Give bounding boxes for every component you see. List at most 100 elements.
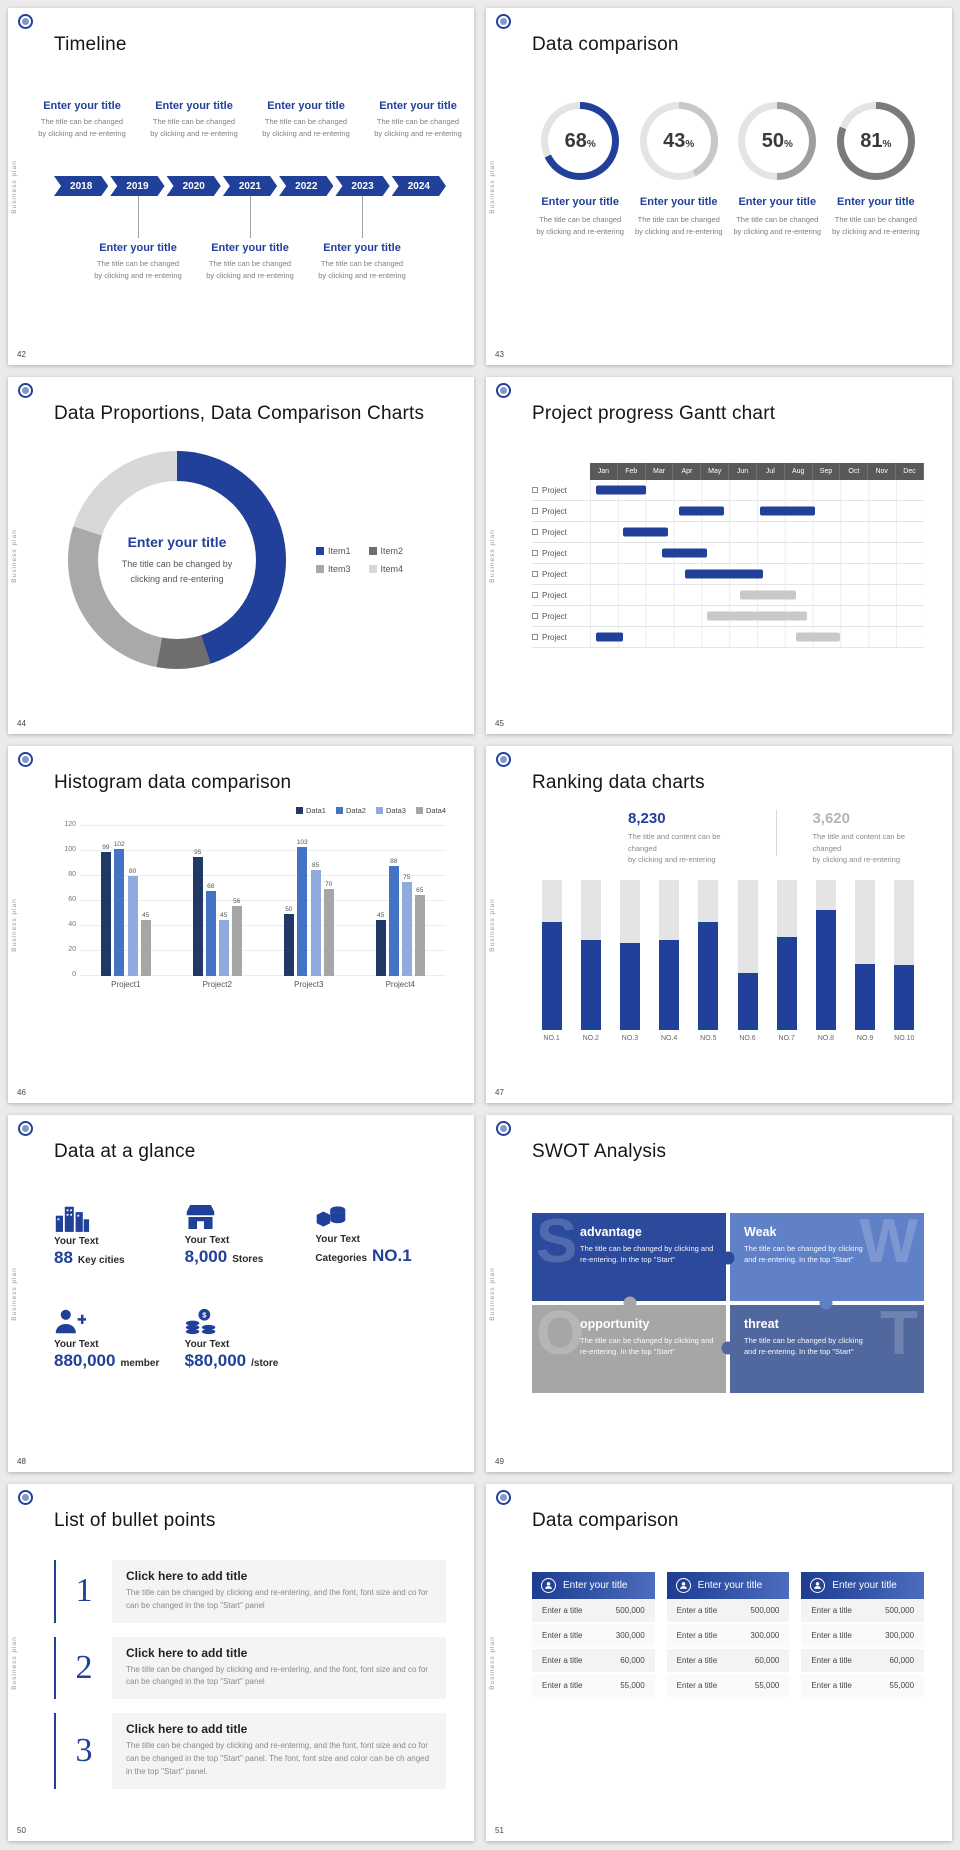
category-box-icon — [315, 1203, 446, 1230]
swot-heading: threat — [744, 1317, 779, 1331]
ranking-bar-column: NO.5 — [689, 879, 728, 1042]
slide-51-data-comparison-tables[interactable]: Business plan 51 Data comparison Enter y… — [486, 1484, 952, 1841]
legend-item: Data1 — [295, 806, 326, 815]
svg-text:$: $ — [202, 1310, 207, 1319]
ring-caption-title: Enter your title — [738, 196, 817, 208]
gantt-row: Project — [532, 627, 924, 648]
stat-suffix: Stores — [232, 1254, 264, 1265]
ranking-bar-track — [776, 879, 797, 1030]
y-tick-label: 0 — [72, 971, 76, 978]
bar — [283, 913, 294, 976]
ring-caption-desc-line: The title can be changed — [834, 215, 917, 224]
y-gridline: 0 — [72, 971, 446, 978]
project-icon — [532, 487, 538, 493]
bar-column: 45 — [218, 911, 229, 976]
slide-50-bullet-points[interactable]: Business plan 50 List of bullet points 1… — [8, 1484, 474, 1841]
gantt-row: Project — [532, 480, 924, 501]
percent-ring: 81% — [836, 102, 915, 180]
gantt-row-cells — [590, 501, 924, 521]
stat-item: $ Your Text $80,000/store — [185, 1308, 316, 1371]
ranking-category-label: NO.2 — [582, 1034, 599, 1042]
comparison-tables-row: Enter your title Enter a title 500,000 Ente… — [532, 1572, 925, 1699]
timeline-entry: Enter your title The title can be changed… — [201, 242, 299, 281]
table-row-label: Enter a title — [676, 1681, 718, 1690]
timeline-entry-title: Enter your title — [155, 100, 233, 112]
legend-item: Item3 — [316, 564, 351, 574]
bullet-desc: The title can be changed by clicking and… — [126, 1664, 428, 1687]
table-row: Enter a title 60,000 — [666, 1649, 790, 1674]
table-row-label: Enter a title — [811, 1631, 852, 1640]
stat-label: Your Text — [54, 1339, 99, 1350]
slide-number: 42 — [17, 350, 26, 359]
bar-value-label: 56 — [233, 898, 241, 905]
bar — [140, 919, 151, 976]
ranking-category-label: NO.8 — [817, 1034, 835, 1042]
percent-ring-item: 68% Enter your title The title can be chan… — [536, 102, 624, 238]
ranking-stat-desc-line: by clicking and re-entering — [812, 855, 900, 865]
ring-caption-title: Enter your title — [541, 196, 619, 208]
percent-ring-hole: 81% — [843, 109, 908, 173]
project-icon — [532, 592, 538, 598]
timeline-entry: Enter your title The title can be changed… — [145, 100, 243, 139]
ring-caption-title: Enter your title — [837, 196, 915, 208]
bullet-text: Click here to add title The title can be … — [112, 1560, 446, 1623]
bullet-title: Click here to add title — [126, 1569, 248, 1583]
ring-caption-desc-line: by clicking and re-entering — [536, 227, 624, 236]
bar-value-label: 50 — [285, 905, 293, 913]
bar-column: 70 — [323, 881, 334, 976]
bullet-desc: The title can be changed by clicking and… — [126, 1741, 430, 1776]
slide-44-proportions[interactable]: Business plan 44 Data Proportions, Data … — [8, 377, 474, 734]
bar-group: 95 68 45 56 Project2 — [172, 826, 264, 989]
swot-watermark-letter: T — [880, 1305, 918, 1368]
timeline-entry-title: Enter your title — [323, 242, 401, 254]
percent-ring-hole: 68% — [548, 109, 613, 173]
slide-48-data-at-a-glance[interactable]: Business plan 48 Data at a glance Your T… — [8, 1115, 474, 1472]
table-row: Enter a title 500,000 — [532, 1599, 655, 1624]
stat-value: 880,000 — [54, 1351, 116, 1370]
slide-42-timeline[interactable]: Business plan 42 Timeline 2018 2019 2020 20… — [8, 8, 474, 365]
bar-value-label: 80 — [129, 868, 137, 875]
ranking-bar-column: NO.9 — [846, 879, 885, 1042]
bullet-list: 1 Click here to add title The title can be… — [54, 1560, 446, 1789]
slide-43-data-comparison[interactable]: Business plan 43 Data comparison 68% Ente… — [486, 8, 952, 365]
ranking-bar-fill — [541, 921, 562, 1030]
table-row: Enter a title 300,000 — [532, 1624, 655, 1649]
gantt-body: Project Project Project Project Project Proje… — [532, 480, 924, 648]
gantt-month-header-cell: Nov — [868, 463, 897, 480]
table-row-label: Enter a title — [542, 1631, 583, 1640]
y-tick-label: 80 — [68, 871, 76, 878]
bar-value-label: 45 — [220, 911, 228, 919]
slide-47-ranking[interactable]: Business plan 47 Ranking data charts 8,2… — [486, 746, 952, 1103]
y-tick-label: 120 — [64, 821, 76, 828]
y-gridline: 120 — [64, 821, 446, 828]
timeline-year-chevron: 2024 — [392, 176, 446, 196]
ranking-bar-fill — [776, 936, 797, 1030]
timeline-entry-desc-line: by clicking and re-entering — [150, 128, 238, 138]
gantt-row: Project — [532, 501, 924, 522]
stat-value: NO.1 — [372, 1246, 412, 1265]
slide-body: Timeline 2018 2019 2020 2021 2022 2023 2024 En… — [8, 8, 474, 365]
gantt-row-cells — [590, 606, 924, 626]
person-badge-icon — [541, 1578, 556, 1593]
gantt-row-label-text: Project — [542, 590, 567, 600]
stat-value-row: 8,000 Stores — [185, 1247, 316, 1267]
gantt-month-header-cell: Oct — [840, 463, 869, 480]
slide-45-gantt[interactable]: Business plan 45 Project progress Gantt … — [486, 377, 952, 734]
y-gridline: 20 — [68, 946, 446, 953]
slide-46-histogram[interactable]: Business plan 46 Histogram data comparis… — [8, 746, 474, 1103]
legend-item: Data4 — [415, 806, 446, 815]
legend-item: Item1 — [316, 546, 351, 556]
ranking-bar-track — [580, 879, 601, 1030]
percent-value: 81 — [860, 129, 883, 152]
timeline-entry-title: Enter your title — [99, 242, 177, 254]
swot-heading: advantage — [580, 1225, 642, 1239]
table-row: Enter a title 300,000 — [801, 1624, 925, 1649]
gantt-month-header-cell: Feb — [617, 463, 646, 480]
bullet-text: Click here to add title The title can be … — [112, 1713, 446, 1789]
table-row-label: Enter a title — [811, 1656, 852, 1665]
gantt-month-header-cell: Jul — [756, 463, 785, 480]
gantt-row-label: Project — [532, 564, 590, 584]
timeline-entry-desc-line: by clicking and re-entering — [262, 128, 350, 138]
